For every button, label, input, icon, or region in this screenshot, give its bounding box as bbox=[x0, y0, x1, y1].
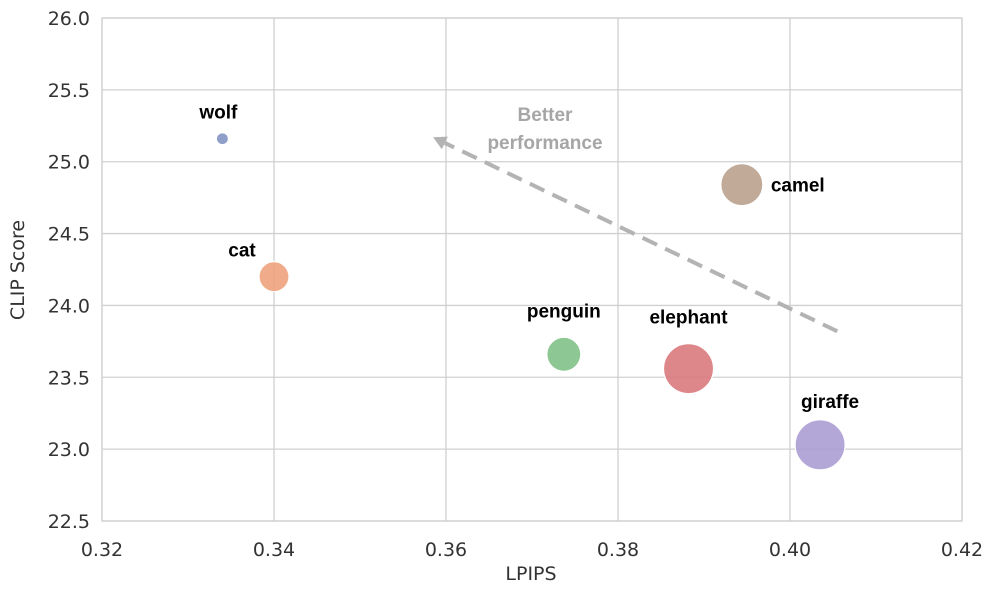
y-tick-label: 26.0 bbox=[48, 8, 90, 30]
annotation-text-line: performance bbox=[487, 133, 602, 154]
x-axis-label: LPIPS bbox=[505, 563, 556, 585]
point-elephant bbox=[662, 343, 715, 395]
x-tick-label: 0.40 bbox=[769, 539, 811, 561]
point-label-penguin: penguin bbox=[527, 301, 601, 322]
y-tick-labels: 22.5 23.0 23.5 24.0 24.5 25.0 25.5 26.0 bbox=[48, 8, 90, 533]
annotation-text-line: Better bbox=[518, 105, 574, 126]
point-labels: wolf cat penguin elephant camel giraffe bbox=[198, 103, 859, 413]
y-tick-label: 25.5 bbox=[48, 80, 90, 102]
point-label-elephant: elephant bbox=[649, 308, 728, 329]
point-label-cat: cat bbox=[228, 241, 256, 262]
point-cat bbox=[258, 261, 290, 293]
point-penguin bbox=[546, 336, 582, 372]
plot-frame bbox=[101, 17, 963, 522]
arrow-shaft bbox=[443, 141, 839, 334]
y-tick-label: 22.5 bbox=[48, 511, 90, 533]
x-tick-labels: 0.32 0.34 0.36 0.38 0.40 0.42 bbox=[81, 539, 983, 561]
point-label-giraffe: giraffe bbox=[801, 392, 859, 413]
point-giraffe bbox=[794, 419, 846, 471]
arrow-head bbox=[433, 136, 448, 150]
x-tick-label: 0.38 bbox=[597, 539, 639, 561]
point-label-wolf: wolf bbox=[198, 103, 238, 124]
point-camel bbox=[720, 163, 764, 207]
data-points bbox=[215, 132, 846, 471]
y-tick-label: 25.0 bbox=[48, 152, 90, 174]
y-axis-label: CLIP Score bbox=[7, 220, 29, 320]
x-tick-label: 0.34 bbox=[253, 539, 295, 561]
y-tick-label: 23.0 bbox=[48, 439, 90, 461]
y-tick-label: 23.5 bbox=[48, 367, 90, 389]
y-tick-label: 24.5 bbox=[48, 224, 90, 246]
point-label-camel: camel bbox=[771, 176, 825, 197]
point-wolf bbox=[215, 132, 229, 146]
better-performance-annotation: Better performance bbox=[433, 105, 839, 334]
y-tick-label: 24.0 bbox=[48, 295, 90, 317]
x-tick-label: 0.36 bbox=[425, 539, 467, 561]
x-tick-label: 0.32 bbox=[81, 539, 123, 561]
x-tick-label: 0.42 bbox=[941, 539, 983, 561]
